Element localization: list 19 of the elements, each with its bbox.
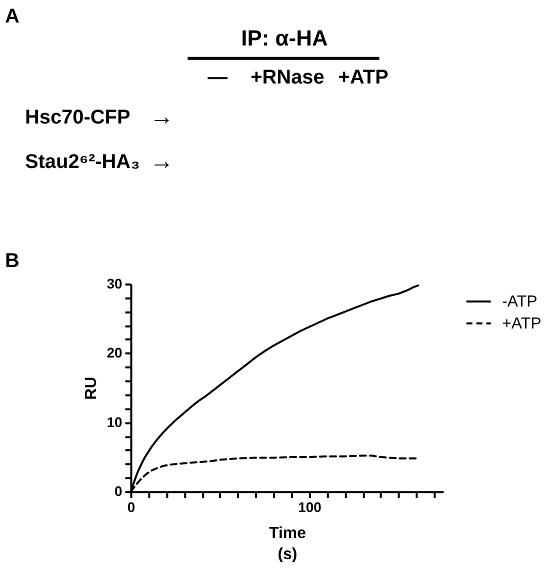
text: → (150, 148, 174, 176)
text: IP: α-HA (241, 25, 328, 50)
text: +RNase (250, 66, 324, 88)
legend-label: +ATP (502, 315, 542, 332)
x-tick-label: 100 (298, 499, 322, 516)
chart-title: B (4, 250, 20, 272)
y-tick-label: 10 (106, 414, 122, 430)
text: A (4, 5, 20, 28)
text: Stau2⁶²-HA₃ (24, 151, 140, 174)
y-tick-label: 30 (106, 275, 122, 292)
legend-label: -ATP (502, 293, 538, 310)
y-axis-title: RU (82, 376, 100, 400)
y-tick-label: 20 (106, 344, 122, 361)
x-axis-title: Time (s) (268, 525, 306, 563)
text: Hsc70-CFP (24, 106, 130, 128)
y-tick-label: 0 (114, 483, 122, 500)
text: +ATP (338, 66, 388, 88)
text: — (208, 66, 228, 88)
text: → (150, 103, 174, 130)
